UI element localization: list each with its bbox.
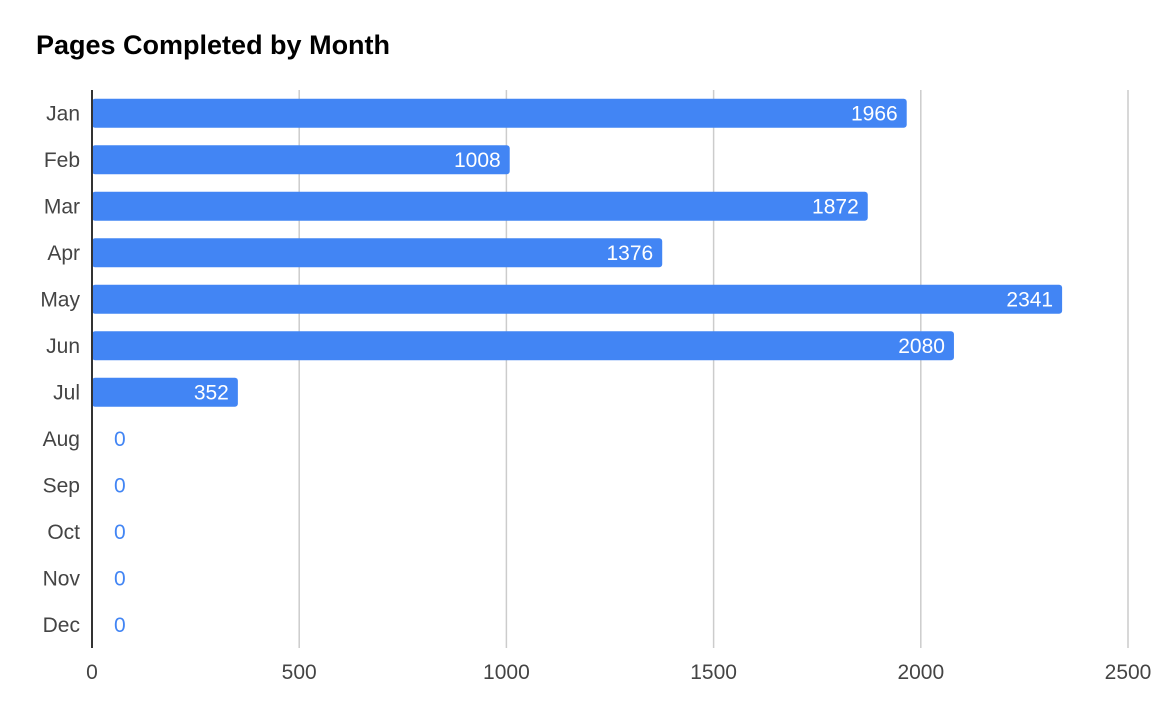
- y-tick-label: Dec: [43, 614, 80, 637]
- bar: [92, 331, 954, 361]
- bar: [92, 238, 663, 268]
- x-tick-label: 2000: [897, 661, 944, 684]
- y-axis-tick-labels: Jan Feb Mar Apr May Jun Jul Aug Sep Oct Nov Dec: [40, 102, 80, 637]
- bar-data-label: 2341: [1006, 288, 1053, 311]
- bar: [92, 191, 868, 221]
- x-tick-label: 2500: [1105, 661, 1152, 684]
- bar: [92, 377, 238, 407]
- bar-data-label: 0: [114, 614, 126, 637]
- bars: [92, 98, 1063, 407]
- bar-data-label: 0: [114, 567, 126, 590]
- y-tick-label: Jan: [46, 102, 80, 125]
- x-tick-label: 1000: [483, 661, 530, 684]
- data-labels: 1966 1008 1872 1376 2341 2080 352 0 0 0 0 0: [114, 102, 1053, 637]
- bar-data-label: 0: [114, 474, 126, 497]
- y-tick-label: May: [40, 288, 80, 311]
- bar: [92, 145, 510, 175]
- x-tick-label: 1500: [690, 661, 737, 684]
- gridlines: [298, 90, 1129, 648]
- bar-data-label: 352: [194, 381, 229, 404]
- bar: [92, 284, 1063, 314]
- bar: [92, 98, 907, 128]
- x-tick-label: 500: [282, 661, 317, 684]
- x-axis-tick-labels: 0 500 1000 1500 2000 2500: [86, 661, 1151, 684]
- y-tick-label: Aug: [43, 428, 80, 451]
- bar-data-label: 1872: [812, 195, 859, 218]
- y-tick-label: Apr: [47, 242, 80, 265]
- chart-title: Pages Completed by Month: [36, 30, 391, 60]
- x-tick-label: 0: [86, 661, 98, 684]
- bar-data-label: 1376: [606, 242, 653, 265]
- bar-data-label: 1966: [851, 102, 898, 125]
- y-tick-label: Sep: [43, 474, 80, 497]
- bar-data-label: 1008: [454, 149, 501, 172]
- bar-data-label: 2080: [898, 335, 945, 358]
- y-tick-label: Feb: [44, 149, 80, 172]
- y-tick-label: Nov: [43, 567, 81, 590]
- y-tick-label: Mar: [44, 195, 80, 218]
- y-tick-label: Jul: [53, 381, 80, 404]
- y-tick-label: Oct: [47, 521, 80, 544]
- bar-data-label: 0: [114, 521, 126, 544]
- bar-data-label: 0: [114, 428, 126, 451]
- y-tick-label: Jun: [46, 335, 80, 358]
